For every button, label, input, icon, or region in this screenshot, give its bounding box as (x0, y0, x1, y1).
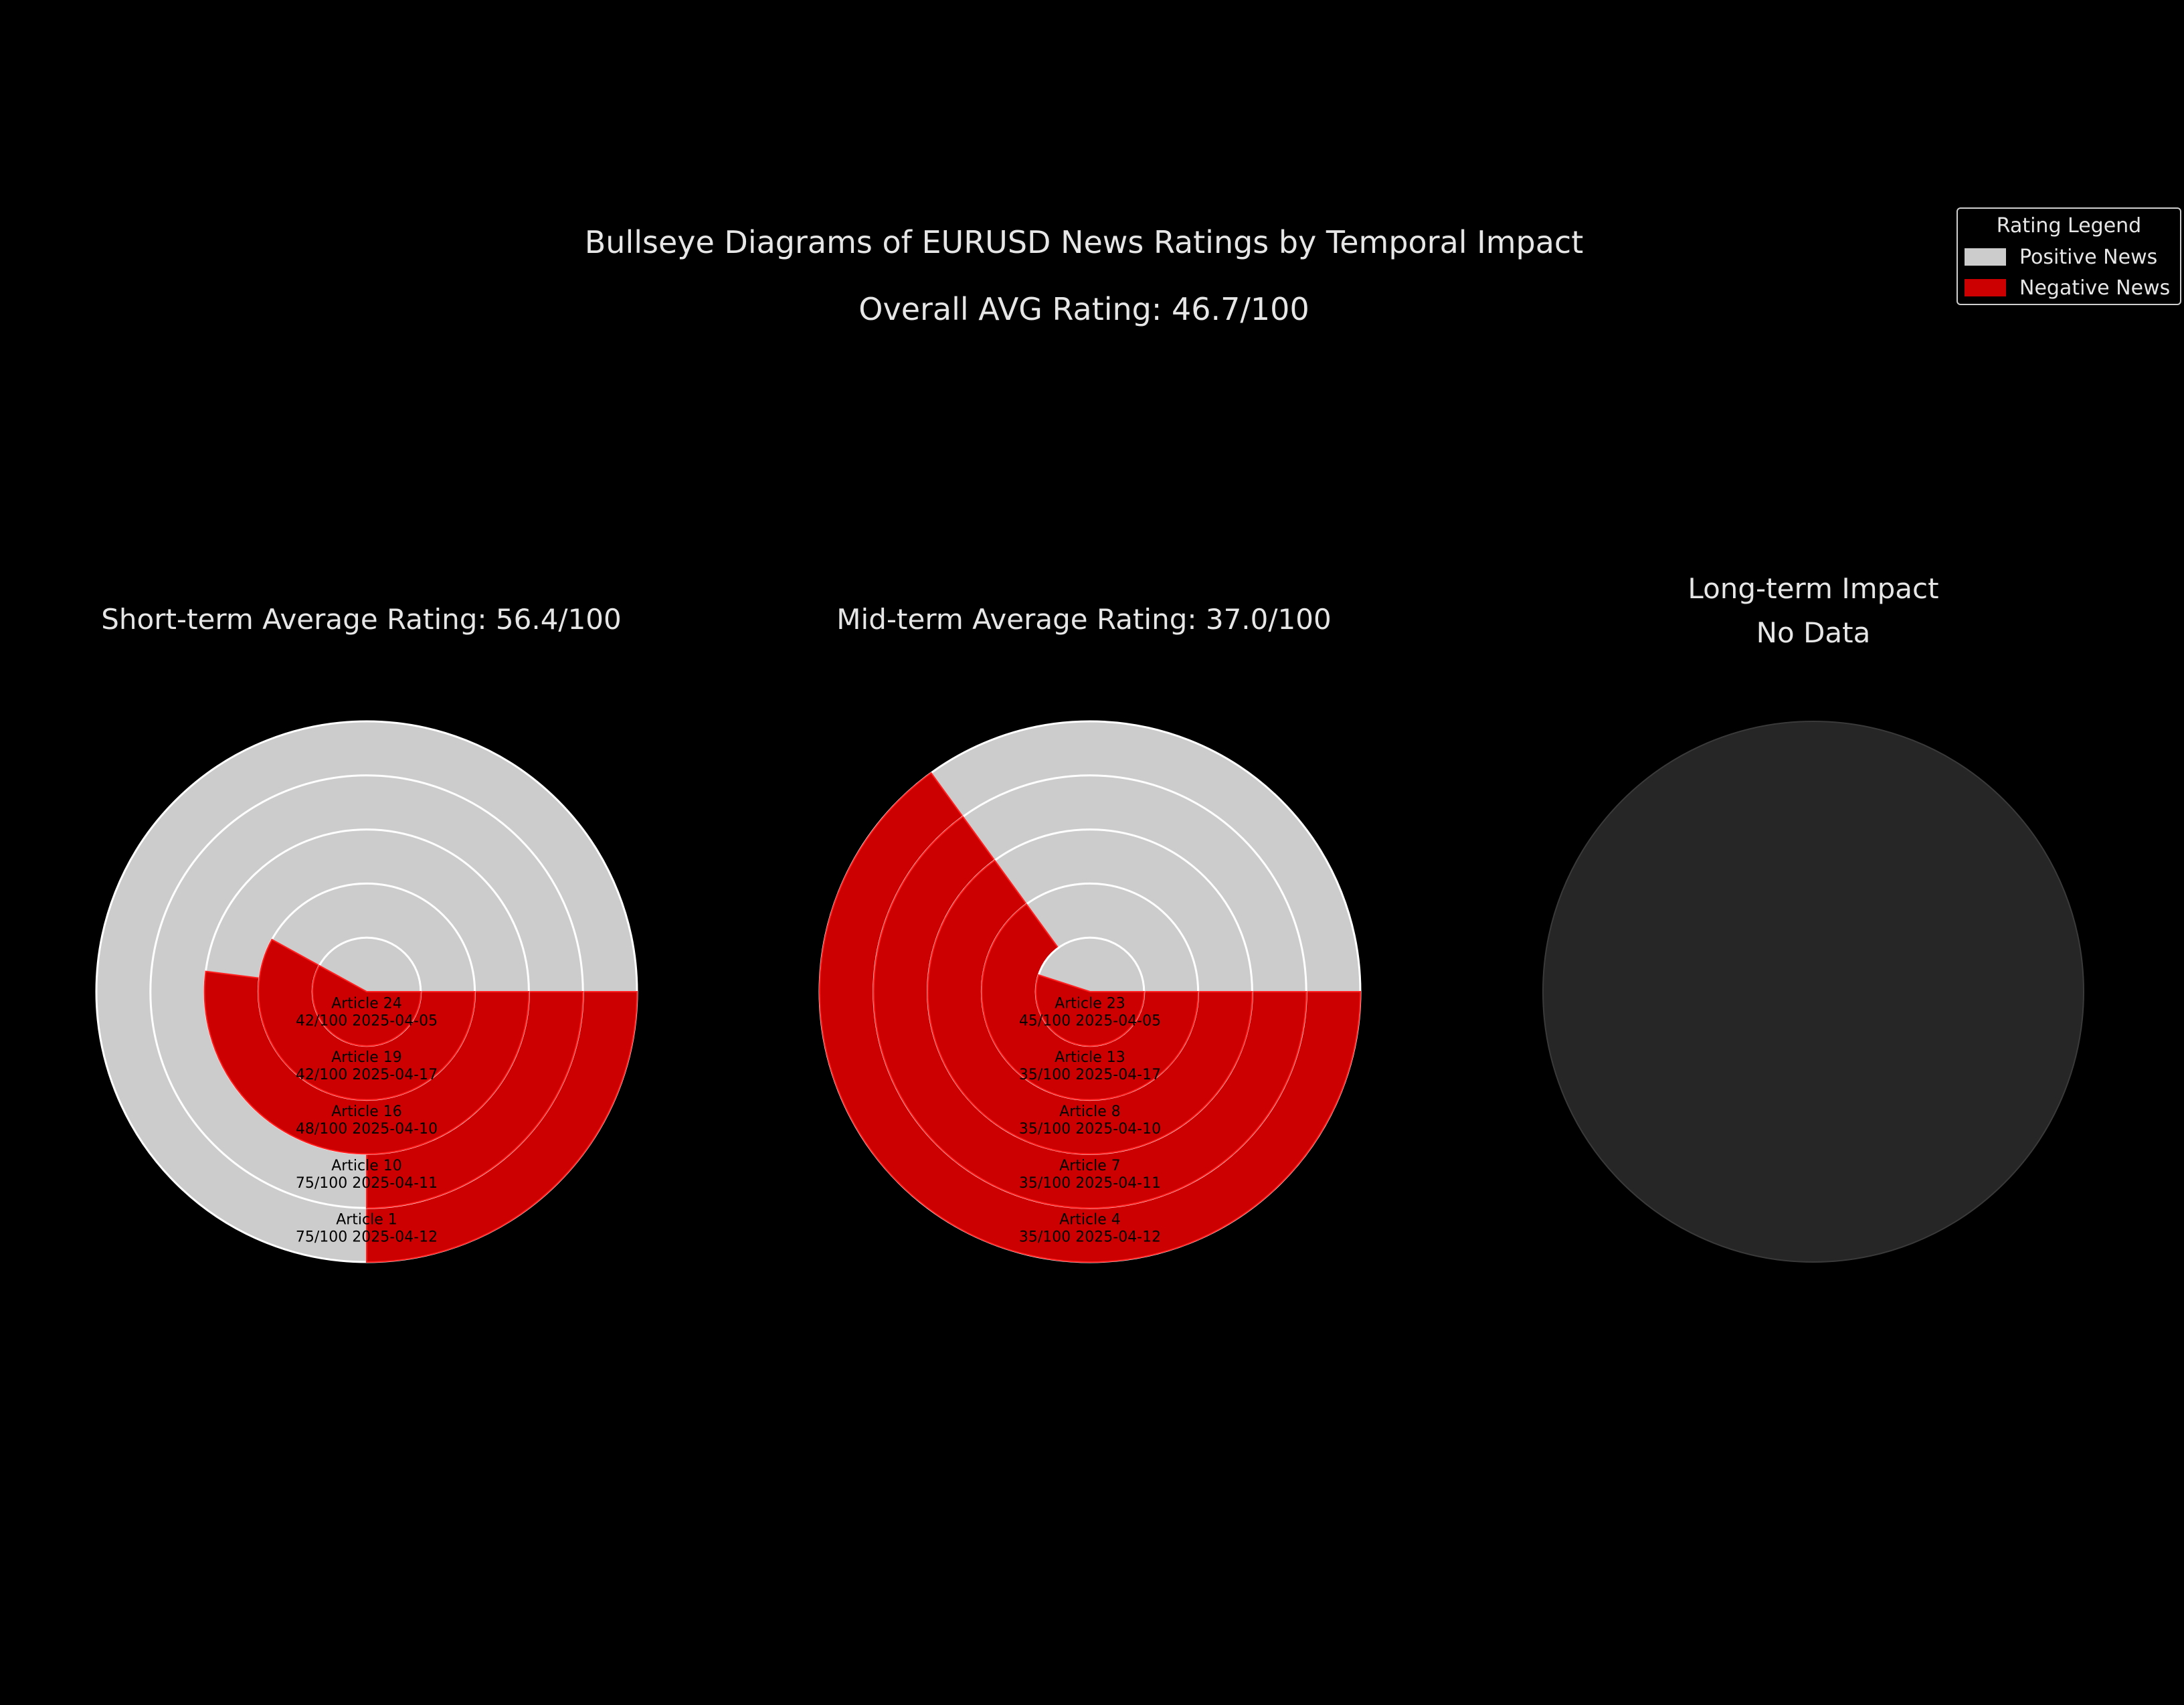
ring-label-rating: 45/100 2025-04-05 (1019, 1012, 1161, 1029)
legend: Rating Legend Positive News Negative New… (1956, 207, 2181, 305)
ring-label-article: Article 7 (1059, 1158, 1121, 1174)
ring-label-rating: 35/100 2025-04-10 (1019, 1121, 1161, 1138)
ring-label-rating: 35/100 2025-04-12 (1019, 1229, 1161, 1246)
ring-label-article: Article 23 (1055, 995, 1125, 1012)
ring-label-rating: 35/100 2025-04-11 (1019, 1175, 1161, 1192)
chart-subtitle: Overall AVG Rating: 46.7/100 (858, 291, 1309, 327)
ring-label-article: Article 4 (1059, 1212, 1121, 1229)
ring-label-rating: 75/100 2025-04-12 (296, 1229, 438, 1246)
legend-label-positive: Positive News (2019, 245, 2158, 269)
long-term-title-line-0: Long-term Impact (1688, 572, 1939, 605)
ring-label-rating: 42/100 2025-04-05 (296, 1012, 438, 1029)
ring-label-article: Article 16 (331, 1103, 402, 1120)
legend-swatch-negative (1965, 279, 2006, 296)
ring-label-article: Article 24 (331, 995, 402, 1012)
ring-label-rating: 75/100 2025-04-11 (296, 1175, 438, 1192)
ring-label-rating: 35/100 2025-04-17 (1019, 1067, 1161, 1083)
legend-title: Rating Legend (1996, 214, 2142, 238)
ring-label-rating: 42/100 2025-04-17 (296, 1067, 438, 1083)
empty-bullseye (1542, 721, 2084, 1263)
chart-title: Bullseye Diagrams of EURUSD News Ratings… (584, 224, 1584, 260)
mid-term-title: Mid-term Average Rating: 37.0/100 (836, 603, 1332, 636)
legend-swatch-positive (1965, 248, 2006, 266)
ring-negative-article-24 (312, 964, 422, 1047)
ring-label-article: Article 1 (336, 1212, 397, 1229)
ring-label-rating: 48/100 2025-04-10 (296, 1121, 438, 1138)
ring-label-article: Article 19 (331, 1049, 402, 1066)
ring-label-article: Article 13 (1055, 1049, 1125, 1066)
legend-item-negative: Negative News (1965, 274, 2170, 301)
legend-label-negative: Negative News (2019, 276, 2171, 300)
short-term-title: Short-term Average Rating: 56.4/100 (101, 603, 622, 636)
bullseye-2 (1542, 721, 2084, 1263)
ring-label-article: Article 10 (331, 1158, 402, 1174)
long-term-title-line-1: No Data (1756, 616, 1871, 649)
ring-label-article: Article 8 (1059, 1103, 1121, 1120)
long-term-title: Long-term Impact No Data (1479, 567, 2148, 655)
ring-negative-article-23 (1035, 974, 1145, 1047)
legend-item-positive: Positive News (1965, 244, 2157, 270)
